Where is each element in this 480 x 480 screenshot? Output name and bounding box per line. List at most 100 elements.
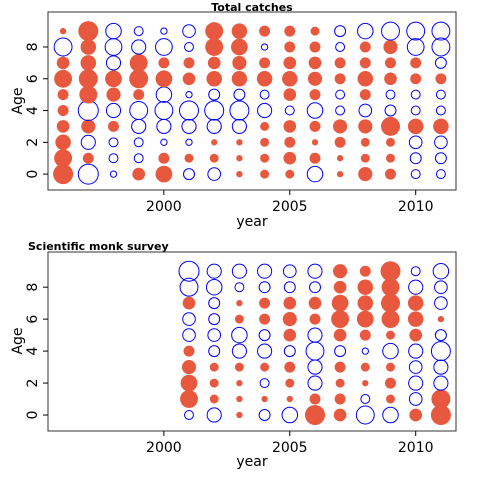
- bubble-negative: [357, 22, 374, 40]
- bubble-negative: [160, 27, 168, 35]
- bubble-positive: [209, 153, 219, 163]
- bubble-negative: [105, 102, 122, 119]
- bubble-negative: [433, 375, 449, 391]
- bubble-negative: [184, 42, 194, 52]
- bubble-positive: [132, 167, 146, 181]
- bubble-positive: [231, 23, 248, 39]
- bubble-positive: [383, 39, 398, 55]
- bubble-negative: [207, 167, 222, 181]
- bubble-positive: [260, 121, 270, 131]
- bubble-positive: [234, 362, 244, 372]
- bubble-positive: [307, 71, 323, 86]
- bubble-negative: [108, 153, 119, 164]
- x-tick-label: 2010: [398, 199, 434, 215]
- bubble-negative: [77, 163, 99, 185]
- y-axis-label: Age: [10, 327, 26, 354]
- bubble-negative: [434, 56, 447, 69]
- bubble-negative: [408, 392, 423, 406]
- bubble-negative: [334, 345, 347, 358]
- bubble-negative: [155, 86, 173, 103]
- bubble-positive: [331, 310, 350, 329]
- bubble-positive: [283, 328, 297, 342]
- bubble-positive: [284, 25, 296, 37]
- x-axis-label: year: [236, 214, 267, 230]
- bubble-negative: [431, 21, 451, 41]
- bubble-negative: [185, 90, 193, 99]
- bubble-negative: [206, 407, 222, 423]
- bubble-positive: [54, 69, 73, 88]
- scientific-monk-survey-panel: Scientific monk survey 2000 2005 2010 0 2 4 6 8…: [10, 240, 457, 470]
- bubble-negative: [208, 313, 221, 326]
- bubble-negative: [433, 359, 449, 375]
- bubble-positive: [182, 296, 196, 310]
- y-tick-label: 8: [25, 283, 41, 292]
- bubble-positive: [232, 55, 247, 70]
- axis-ticks: 2000 2005 2010 0 2 4 6 8: [25, 43, 434, 215]
- bubble-negative: [182, 312, 196, 326]
- bubble-positive: [386, 153, 395, 163]
- bubble-negative: [334, 25, 347, 38]
- bubble-positive: [410, 73, 422, 85]
- bubble-positive: [234, 314, 244, 324]
- bubble-negative: [178, 260, 200, 282]
- bubble-positive: [311, 139, 319, 146]
- bubble-positive: [357, 295, 374, 311]
- bubble-negative: [335, 42, 346, 52]
- bubble-positive: [410, 57, 422, 69]
- bubble-negative: [205, 278, 223, 296]
- bubble-positive: [129, 53, 148, 72]
- bubble-positive: [333, 119, 348, 134]
- bubble-negative: [382, 406, 399, 424]
- bubble-positive: [357, 71, 374, 87]
- bubble-positive: [407, 295, 424, 311]
- bubble-positive: [231, 71, 248, 87]
- bubble-negative: [309, 281, 321, 294]
- bubble-positive: [386, 330, 395, 340]
- bubble-negative: [306, 102, 324, 119]
- bubble-positive: [133, 89, 145, 101]
- bubble-positive: [155, 165, 173, 183]
- bubble-positive: [359, 41, 371, 53]
- bubble-positive: [236, 299, 243, 307]
- y-axis-label: Age: [10, 87, 26, 114]
- bubble-positive: [256, 71, 273, 87]
- bubble-positive: [79, 85, 98, 104]
- bubble-positive: [155, 70, 173, 88]
- bubble-positive: [333, 264, 348, 279]
- bubble-positive: [260, 137, 270, 147]
- bubble-negative: [385, 89, 396, 100]
- y-tick-label: 2: [25, 379, 41, 388]
- bubble-negative: [408, 135, 423, 150]
- bubble-positive: [386, 137, 395, 147]
- bubble-positive: [283, 88, 297, 101]
- bubble-negative: [434, 329, 447, 342]
- bubble-negative: [434, 296, 448, 310]
- bubble-positive: [206, 71, 222, 87]
- bubble-positive: [359, 57, 371, 69]
- bubble-positive: [56, 120, 70, 133]
- bubble-positive: [309, 393, 321, 405]
- bubble-negative: [410, 169, 421, 180]
- bubble-positive: [433, 118, 449, 135]
- bubble-positive: [182, 72, 196, 86]
- bubble-layer: [53, 21, 451, 185]
- bubble-negative: [283, 281, 296, 294]
- bubble-positive: [336, 155, 344, 162]
- bubble-negative: [53, 37, 73, 57]
- bubble-positive: [259, 313, 271, 325]
- bubble-positive: [236, 395, 243, 403]
- bubble-negative: [258, 329, 271, 342]
- bubble-positive: [283, 120, 297, 133]
- bubble-negative: [259, 378, 270, 389]
- bubble-negative: [408, 375, 424, 391]
- bubble-negative: [182, 24, 196, 38]
- bubble-positive: [333, 408, 347, 422]
- bubble-negative: [408, 360, 423, 374]
- bubble-positive: [57, 89, 69, 101]
- bubble-positive: [260, 153, 270, 163]
- bubble-positive: [360, 137, 370, 147]
- bubble-negative: [154, 101, 174, 120]
- bubble-negative: [361, 347, 369, 355]
- bubble-positive: [336, 170, 344, 178]
